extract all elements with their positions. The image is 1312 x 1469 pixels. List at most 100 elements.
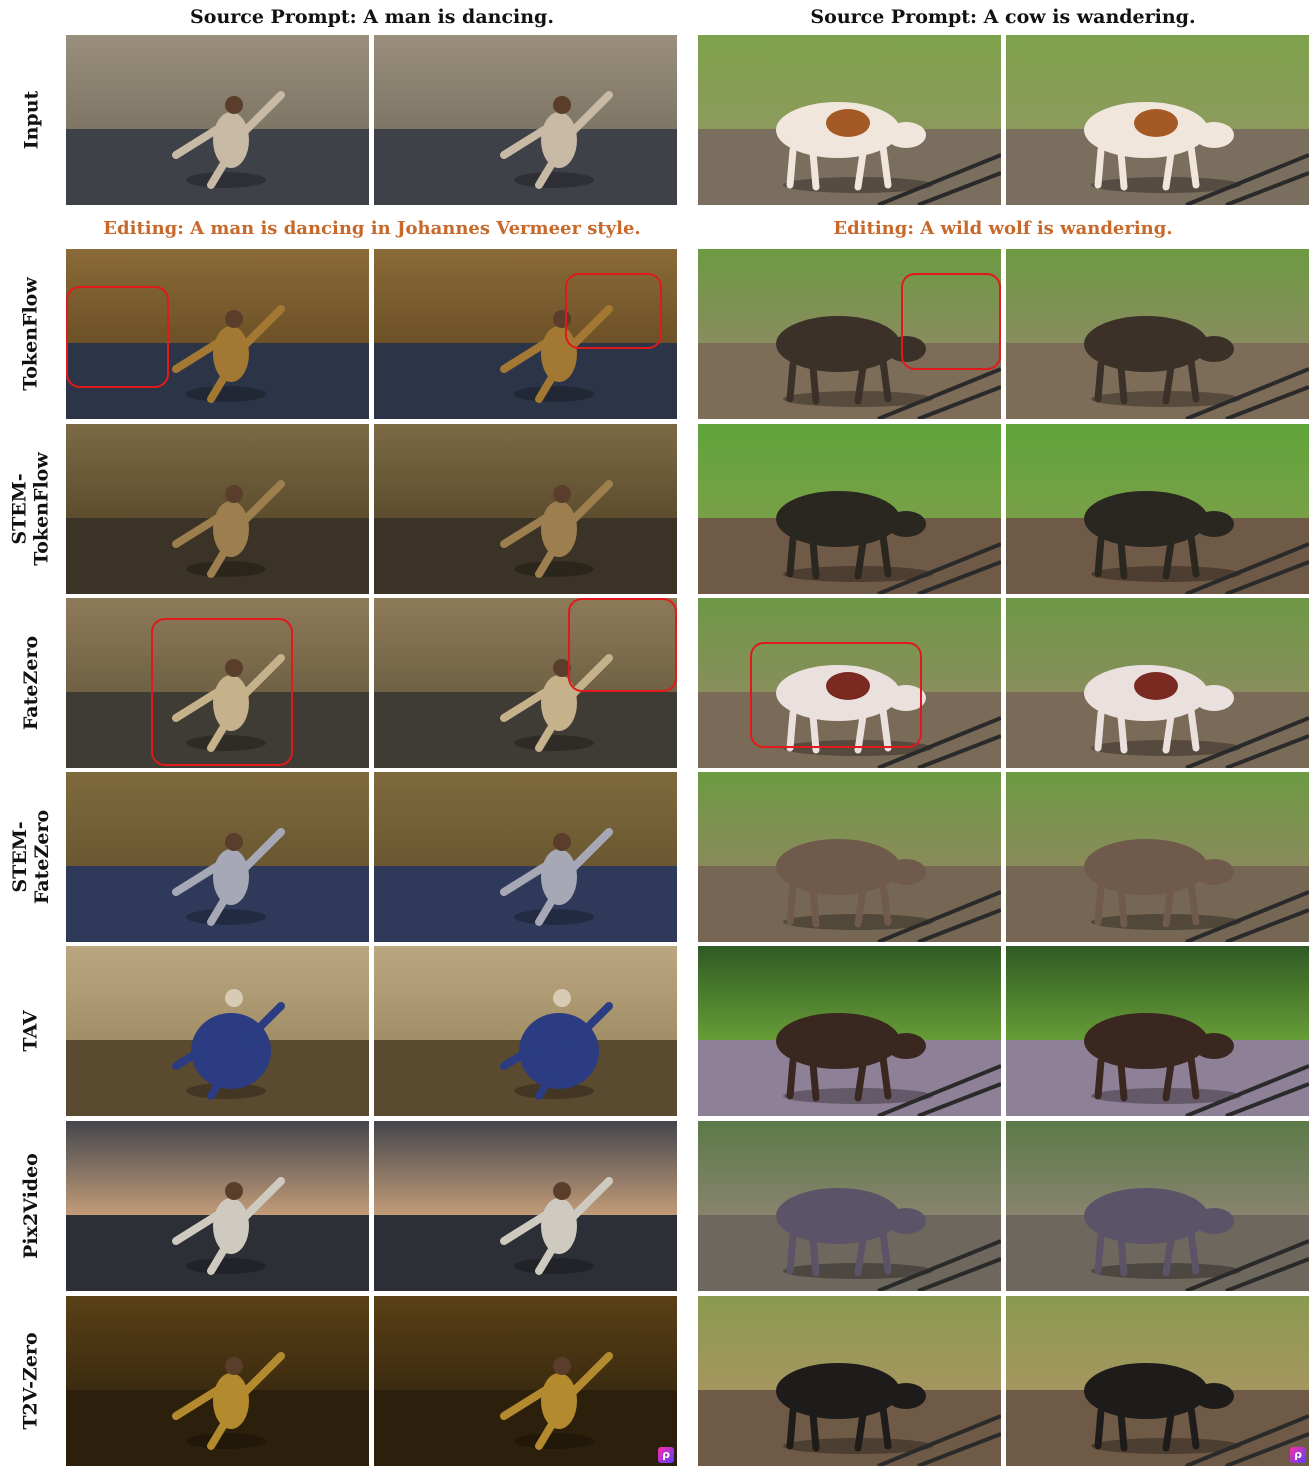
animal-frame-r1-c3	[1006, 249, 1309, 419]
animal-figure	[1084, 316, 1309, 419]
animal-frame-r3-c3	[1006, 598, 1309, 768]
row-label-text: TAV	[19, 1010, 42, 1052]
background	[66, 598, 369, 697]
dancer-figure	[500, 1177, 613, 1275]
animal-figure	[1084, 1188, 1309, 1291]
animal-frame-r7-c2	[698, 1296, 1001, 1466]
animal-frame-r5-c3	[1006, 946, 1309, 1116]
animal-frame-r4-c3	[1006, 772, 1309, 942]
highlight-box	[749, 642, 923, 748]
background	[66, 35, 369, 134]
dance-frame-r7-c0	[66, 1296, 369, 1466]
background	[374, 946, 677, 1045]
row-label-text: STEM- TokenFlow	[9, 452, 53, 566]
background	[374, 424, 677, 523]
dancer-figure	[172, 1177, 285, 1275]
background	[66, 1121, 369, 1220]
row-label-4: STEM- FateZero	[0, 772, 62, 942]
animal-figure	[1084, 1363, 1309, 1466]
dance-frame-r3-c0	[66, 598, 369, 768]
watermark-logo-icon: ρ	[658, 1447, 674, 1463]
animal-frame-r2-c2	[698, 424, 1001, 594]
highlight-box	[564, 272, 662, 350]
animal-figure	[1084, 665, 1309, 768]
row-label-7: T2V-Zero	[0, 1296, 62, 1466]
animal-figure	[1084, 1013, 1309, 1116]
row-label-0: Input	[0, 35, 62, 205]
animal-figure	[776, 1188, 1001, 1291]
row-label-text: STEM- FateZero	[9, 809, 53, 905]
highlight-box	[150, 618, 294, 767]
background	[66, 249, 369, 348]
background	[374, 35, 677, 134]
animal-frame-r2-c3	[1006, 424, 1309, 594]
animal-frame-r0-c3	[1006, 35, 1309, 205]
animal-figure	[776, 1363, 1001, 1466]
animal-frame-r6-c3	[1006, 1121, 1309, 1291]
animal-frame-r6-c2	[698, 1121, 1001, 1291]
dancer-figure	[172, 1352, 285, 1450]
dance-frame-r2-c1	[374, 424, 677, 594]
header-right-source: Source Prompt: A cow is wandering.	[810, 6, 1196, 28]
dancer-figure	[500, 91, 613, 189]
dance-frame-r1-c0	[66, 249, 369, 419]
dancer-figure	[172, 828, 285, 926]
row-label-text: Pix2Video	[20, 1153, 43, 1259]
dancer-figure	[500, 480, 613, 578]
dancer-figure	[500, 989, 613, 1100]
background	[66, 424, 369, 523]
highlight-box	[901, 272, 1001, 370]
row-label-text: TokenFlow	[20, 277, 42, 391]
background	[374, 1121, 677, 1220]
dance-frame-r6-c0	[66, 1121, 369, 1291]
dance-frame-r6-c1	[374, 1121, 677, 1291]
animal-figure	[1084, 102, 1309, 205]
background	[66, 1296, 369, 1395]
animal-figure	[776, 102, 1001, 205]
dancer-figure	[172, 654, 285, 752]
animal-figure	[776, 839, 1001, 942]
row-label-5: TAV	[0, 946, 62, 1116]
row-label-text: Input	[19, 90, 42, 150]
dance-frame-r0-c1	[374, 35, 677, 205]
dancer-figure	[500, 1352, 613, 1450]
animal-frame-r1-c2	[698, 249, 1001, 419]
animal-frame-r0-c2	[698, 35, 1001, 205]
animal-figure	[776, 491, 1001, 594]
watermark-logo-icon: ρ	[1290, 1447, 1306, 1463]
header-left-source: Source Prompt: A man is dancing.	[190, 6, 554, 28]
background	[374, 772, 677, 871]
animal-figure	[776, 665, 1001, 768]
header-left-edit: Editing: A man is dancing in Johannes Ve…	[103, 218, 641, 239]
dancer-figure	[172, 305, 285, 403]
dancer-figure	[500, 654, 613, 752]
row-label-text: FateZero	[20, 635, 42, 731]
animal-figure	[776, 316, 1001, 419]
dance-frame-r3-c1	[374, 598, 677, 768]
animal-frame-r5-c2	[698, 946, 1001, 1116]
dance-frame-r4-c1	[374, 772, 677, 942]
animal-frame-r4-c2	[698, 772, 1001, 942]
animal-figure	[776, 1013, 1001, 1116]
row-label-1: TokenFlow	[0, 249, 62, 419]
dancer-figure	[172, 989, 285, 1100]
row-label-6: Pix2Video	[0, 1121, 62, 1291]
dancer-figure	[500, 828, 613, 926]
header-right-edit: Editing: A wild wolf is wandering.	[833, 218, 1173, 239]
background	[66, 772, 369, 871]
dancer-figure	[172, 91, 285, 189]
dance-frame-r0-c0	[66, 35, 369, 205]
dance-frame-r5-c0	[66, 946, 369, 1116]
dance-frame-r1-c1	[374, 249, 677, 419]
row-label-2: STEM- TokenFlow	[0, 424, 62, 594]
dance-frame-r7-c1: ρ	[374, 1296, 677, 1466]
background	[374, 249, 677, 348]
animal-figure	[1084, 839, 1309, 942]
dancer-figure	[172, 480, 285, 578]
dance-frame-r5-c1	[374, 946, 677, 1116]
row-label-text: T2V-Zero	[20, 1332, 42, 1430]
highlight-box	[567, 598, 677, 692]
animal-frame-r3-c2	[698, 598, 1001, 768]
animal-figure	[1084, 491, 1309, 594]
dance-frame-r4-c0	[66, 772, 369, 942]
